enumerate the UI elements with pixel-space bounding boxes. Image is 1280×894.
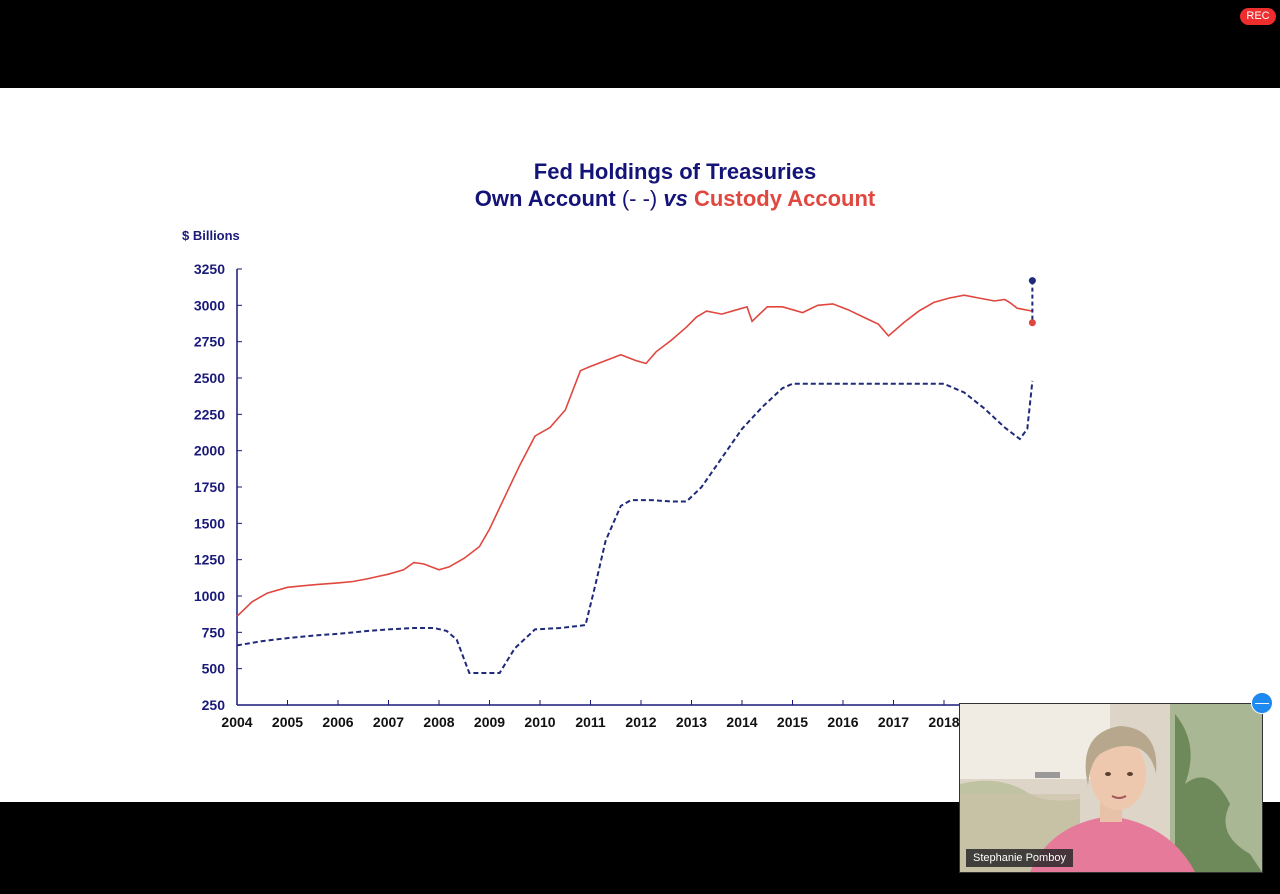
title-vs: vs: [663, 186, 687, 211]
x-tick-label: 2006: [322, 714, 353, 730]
recording-badge: REC: [1240, 8, 1276, 25]
minimize-video-button[interactable]: —: [1251, 692, 1273, 714]
chart-title-line1: Fed Holdings of Treasuries: [534, 159, 816, 184]
participant-video-frame: [960, 704, 1262, 872]
x-tick-label: 2008: [423, 714, 454, 730]
shared-slide: Fed Holdings of Treasuries Own Account (…: [0, 88, 1280, 802]
y-tick-label: 3250: [194, 261, 225, 277]
x-tick-label: 2004: [221, 714, 252, 730]
chart: Fed Holdings of Treasuries Own Account (…: [182, 159, 1060, 730]
minus-icon: —: [1255, 694, 1269, 710]
y-tick-label: 1750: [194, 479, 225, 495]
series-line-custody-account: [236, 294, 1033, 617]
x-tick-label: 2007: [373, 714, 404, 730]
x-tick-label: 2010: [524, 714, 555, 730]
y-tick-label: 250: [202, 697, 226, 713]
series-group: [236, 277, 1036, 674]
y-tick-label: 1000: [194, 588, 225, 604]
x-tick-label: 2015: [777, 714, 808, 730]
x-tick-label: 2005: [272, 714, 303, 730]
x-tick-label: 2018: [928, 714, 959, 730]
participant-name-label: Stephanie Pomboy: [966, 849, 1073, 867]
y-tick-label: 750: [202, 624, 226, 640]
x-tick-label: 2016: [827, 714, 858, 730]
participant-video[interactable]: Stephanie Pomboy: [959, 703, 1263, 873]
x-tick-label: 2009: [474, 714, 505, 730]
y-tick-label: 2500: [194, 370, 225, 386]
endpoint-dot-own-account: [1028, 277, 1036, 285]
series-line-own-account: [236, 380, 1034, 674]
x-ticks: 2004 2005 2006 2007 2008 2009 2010 2011 2012 2013…: [221, 700, 960, 730]
x-tick-label: 2014: [726, 714, 757, 730]
y-ticks: 250 500 750 1000 1250 1500 1750 2000 2250 2500 275…: [194, 261, 242, 713]
y-tick-label: 1250: [194, 552, 225, 568]
x-tick-label: 2012: [625, 714, 656, 730]
x-tick-label: 2013: [676, 714, 707, 730]
title-dash-legend: (- -): [616, 186, 664, 211]
y-tick-label: 500: [202, 661, 226, 677]
y-tick-label: 2250: [194, 406, 225, 422]
endpoint-dot-custody-account: [1028, 319, 1036, 327]
x-tick-label: 2017: [878, 714, 909, 730]
chart-title-line2: Own Account (- -) vs Custody Account: [475, 186, 876, 211]
title-custody-account: Custody Account: [688, 186, 876, 211]
y-axis-label: $ Billions: [182, 228, 240, 243]
y-tick-label: 2000: [194, 443, 225, 459]
y-tick-label: 2750: [194, 334, 225, 350]
x-tick-label: 2011: [575, 714, 606, 730]
y-tick-label: 1500: [194, 515, 225, 531]
y-tick-label: 3000: [194, 297, 225, 313]
title-own-account: Own Account: [475, 186, 617, 211]
